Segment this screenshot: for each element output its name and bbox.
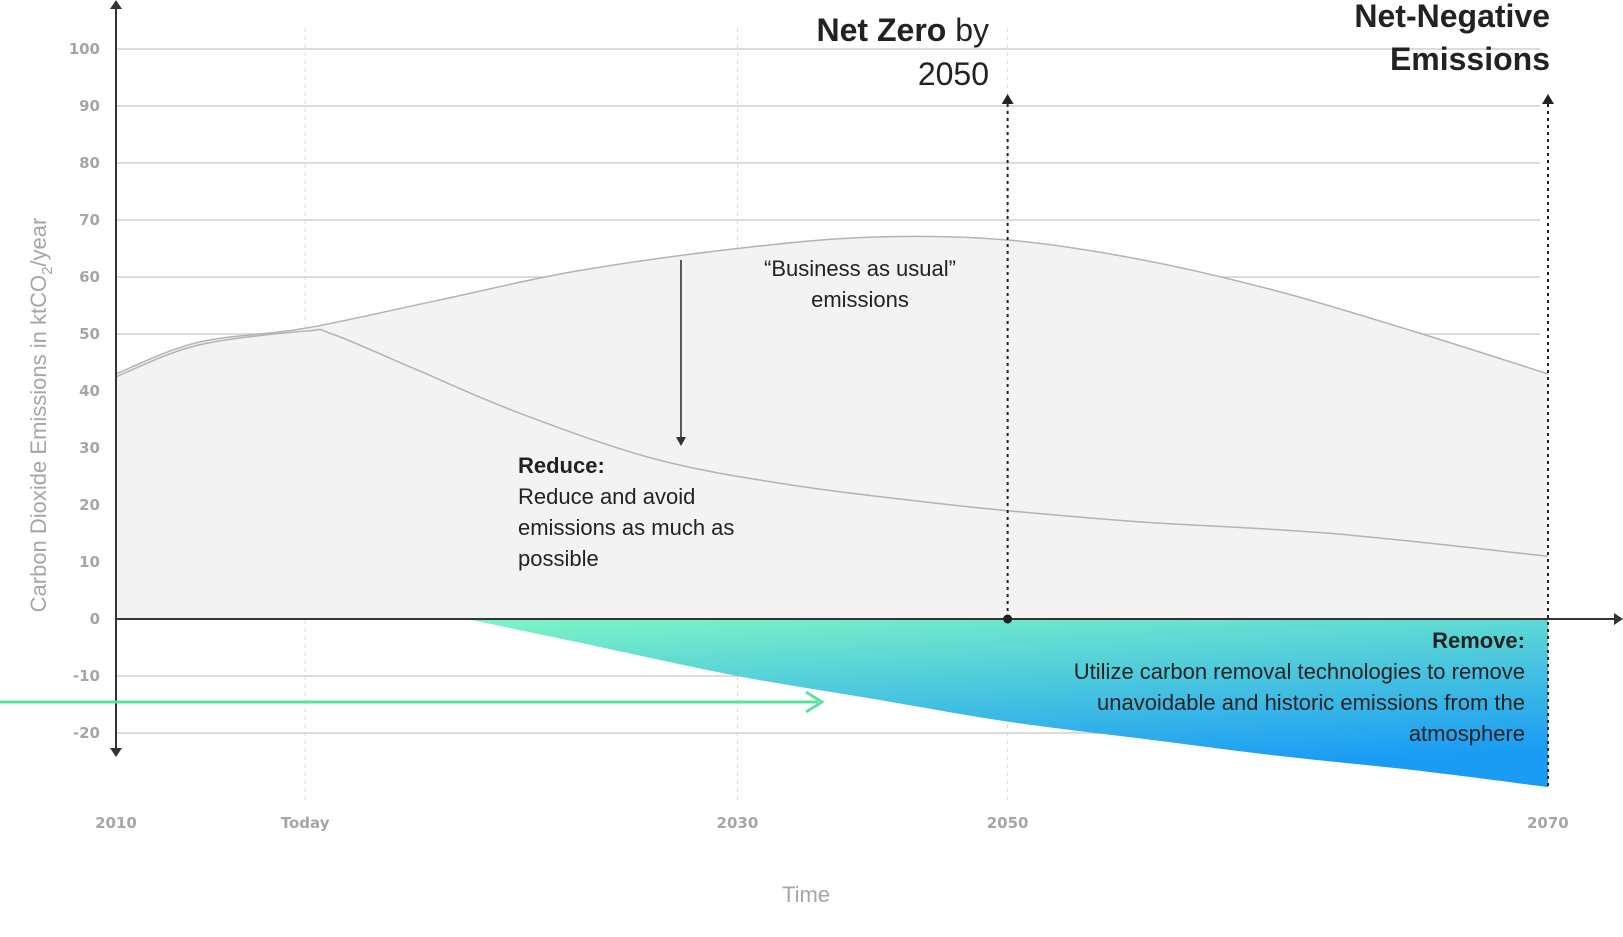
x-axis-title: Time (782, 882, 830, 907)
remove-line-2: unavoidable and historic emissions from … (1097, 690, 1525, 715)
remove-title: Remove: (1432, 628, 1525, 653)
markers (0, 94, 1554, 790)
y-tick-label: 0 (90, 610, 100, 628)
green-arrowhead (805, 690, 825, 714)
reduce-line-1: Reduce and avoid (518, 484, 695, 509)
emissions-areas (115, 235, 1549, 788)
y-tick-label: 70 (79, 211, 100, 229)
x-tick-label: 2050 (987, 814, 1029, 832)
x-tick-label: Today (281, 814, 330, 832)
netnegative-heading-line2: Emissions (1390, 41, 1550, 77)
netzero-year: 2050 (918, 56, 989, 92)
y-tick-label: 30 (79, 439, 100, 457)
y-tick-label: 20 (79, 496, 100, 514)
y-tick-label: 100 (69, 40, 100, 58)
y-axis-arrow-up (110, 0, 122, 9)
bau-curve (115, 235, 1549, 375)
netzero-point (1003, 614, 1013, 624)
x-tick-label: 2070 (1527, 814, 1569, 832)
y-axis-arrow-down (110, 748, 122, 757)
remove-line-3: atmosphere (1409, 721, 1525, 746)
reduce-title: Reduce: (518, 453, 605, 478)
y-tick-label: 50 (79, 325, 100, 343)
reduce-arrowhead (676, 437, 686, 446)
netzero-heading: Net Zero by (817, 12, 989, 48)
netnegative-arrowhead (1542, 94, 1554, 104)
netnegative-heading-line1: Net-Negative (1354, 0, 1550, 34)
reduced-curve (115, 328, 1549, 558)
x-tick-label: 2030 (717, 814, 759, 832)
netzero-arrowhead (1001, 94, 1014, 104)
removal-area (467, 619, 1549, 788)
axes (110, 0, 1623, 757)
y-tick-label: 40 (79, 382, 100, 400)
bau-label-line1: “Business as usual” (764, 256, 956, 281)
reduce-line-2: emissions as much as (518, 515, 734, 540)
y-tick-label: 60 (79, 268, 100, 286)
y-tick-label: 90 (79, 97, 100, 115)
y-tick-label: -10 (73, 667, 100, 685)
bau-area (116, 236, 1548, 619)
y-tick-label: 80 (79, 154, 100, 172)
y-tick-label: -20 (73, 724, 100, 742)
reduce-line-3: possible (518, 546, 599, 571)
x-tick-label: 2010 (95, 814, 137, 832)
y-tick-label: 10 (79, 553, 100, 571)
y-axis-title: Carbon Dioxide Emissions in ktCO2/year (26, 218, 56, 613)
x-axis-arrow (1614, 613, 1623, 625)
bau-label-line2: emissions (811, 287, 909, 312)
remove-line-1: Utilize carbon removal technologies to r… (1074, 659, 1525, 684)
